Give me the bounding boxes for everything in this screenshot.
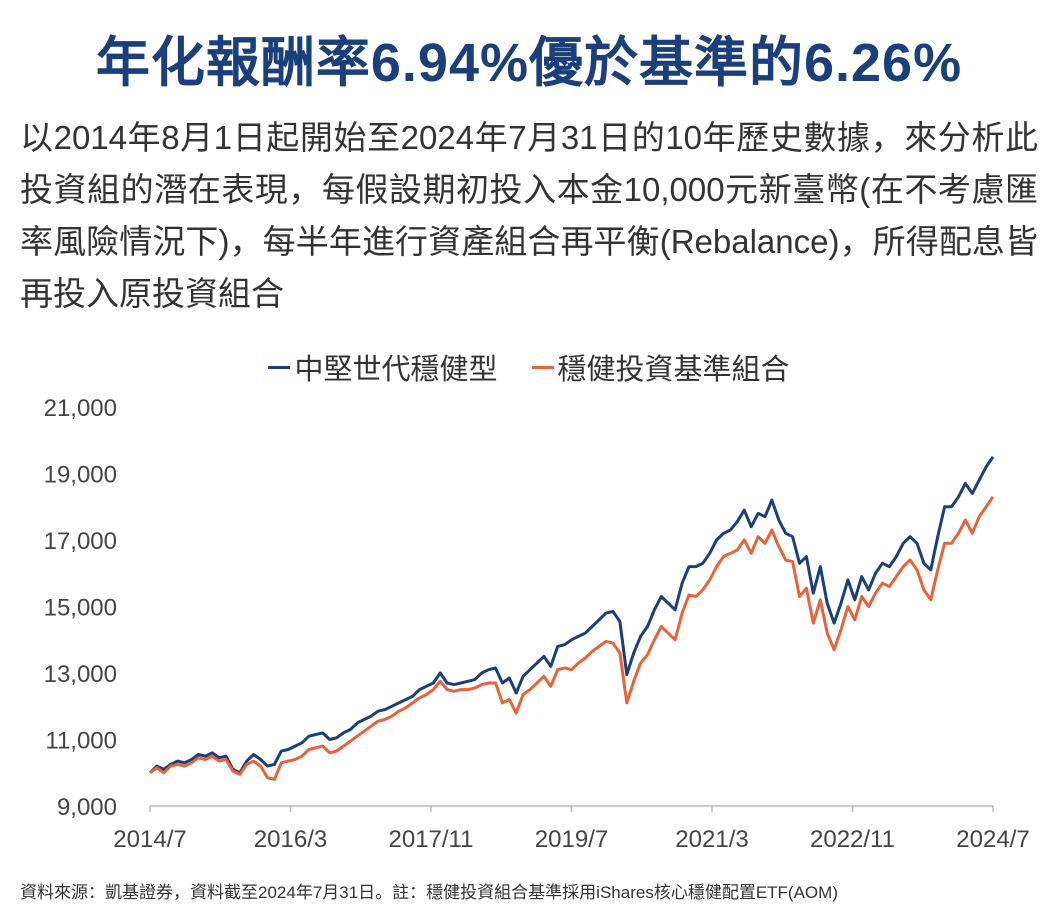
- y-tick-label: 19,000: [44, 462, 117, 489]
- legend-swatch-series-1: [268, 365, 291, 369]
- y-tick-label: 9,000: [57, 794, 117, 821]
- legend-item-series-1: 中堅世代穩健型: [268, 346, 498, 388]
- x-tick-label: 2022/11: [810, 826, 895, 853]
- page-title: 年化報酬率6.94%優於基準的6.26%: [95, 33, 963, 93]
- legend-label-series-1: 中堅世代穩健型: [294, 354, 498, 386]
- y-tick-label: 15,000: [44, 595, 117, 622]
- y-tick-label: 17,000: [44, 528, 117, 555]
- chart-legend: 中堅世代穩健型 穩健投資基準組合: [0, 346, 1058, 388]
- description-text: 以2014年8月1日起開始至2024年7月31日的10年歷史數據，來分析此投資組…: [20, 119, 1038, 312]
- y-tick-label: 11,000: [45, 728, 117, 755]
- legend-swatch-series-2: [531, 365, 554, 369]
- x-tick-label: 2021/3: [675, 826, 748, 853]
- x-tick-label: 2024/7: [956, 826, 1029, 853]
- source-note: 資料來源：凱基證券，資料截至2024年7月31日。註：穩健投資組合基準採用iSh…: [20, 883, 838, 902]
- y-tick-label: 13,000: [44, 661, 117, 688]
- legend-label-series-2: 穩健投資基準組合: [557, 354, 790, 386]
- y-tick-label: 21,000: [44, 395, 117, 422]
- series-line-1: [148, 456, 995, 775]
- x-tick-label: 2014/7: [113, 826, 186, 853]
- x-tick-label: 2016/3: [254, 826, 327, 853]
- x-tick-label: 2019/7: [535, 826, 608, 853]
- legend-item-series-2: 穩健投資基準組合: [531, 346, 790, 388]
- x-tick-label: 2017/11: [389, 826, 474, 853]
- series-line-2: [149, 495, 995, 781]
